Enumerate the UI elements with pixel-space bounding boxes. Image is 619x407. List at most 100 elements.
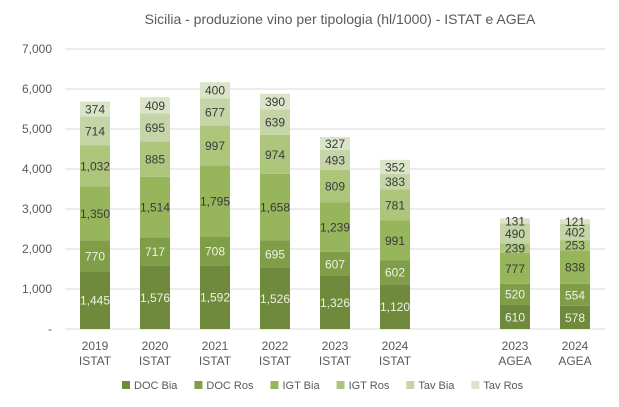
bar-segment [380, 284, 410, 329]
x-tick-label: 2021 [202, 339, 229, 353]
y-tick-label: 6,000 [22, 82, 52, 96]
data-label: 352 [385, 160, 405, 174]
y-tick-label: 2,000 [22, 242, 52, 256]
bar-segment [80, 145, 110, 187]
x-tick-sublabel: AGEA [498, 354, 531, 368]
data-label: 1,576 [140, 291, 170, 305]
bar-segment [260, 93, 290, 110]
bar-segment [140, 97, 170, 114]
bar-segment [560, 219, 590, 224]
bar-segment [80, 116, 110, 146]
bar-segment [320, 169, 350, 203]
data-label: 602 [385, 266, 405, 280]
data-label: 708 [205, 245, 225, 259]
x-tick-sublabel: ISTAT [379, 354, 412, 368]
bar-segment [560, 283, 590, 306]
legend-swatch [122, 381, 130, 389]
bar-segment [200, 82, 230, 99]
bar-segment [500, 223, 530, 244]
bar-segment [260, 109, 290, 135]
bar-segment [380, 260, 410, 285]
legend: DOC Bia DOC Ros IGT Bia IGT Ros Tav Bia Tav R… [122, 380, 524, 392]
bar-segment [320, 202, 350, 252]
data-label: 121 [565, 215, 585, 229]
data-label: 1,350 [80, 207, 110, 221]
data-label: 1,032 [80, 159, 110, 173]
x-tick-label: 2020 [142, 339, 169, 353]
data-label: 402 [565, 226, 585, 240]
data-label: 1,526 [260, 292, 290, 306]
bar-segment [80, 240, 110, 272]
data-label: 1,326 [320, 296, 350, 310]
bar-segment [200, 237, 230, 266]
data-label: 695 [145, 121, 165, 135]
legend-swatch [194, 381, 203, 389]
bar-segment [560, 250, 590, 284]
x-tick-sublabel: ISTAT [319, 354, 352, 368]
x-tick-label: 2022 [262, 339, 289, 353]
data-label: 885 [145, 153, 165, 167]
bar-segment [500, 218, 530, 224]
data-label: 578 [565, 311, 585, 325]
data-label: 131 [505, 214, 525, 228]
x-tick-label: 2024 [562, 339, 589, 353]
x-tick-label: 2023 [502, 339, 529, 353]
bar-segment [200, 125, 230, 166]
bar-segment [200, 165, 230, 237]
data-label: 974 [265, 148, 285, 162]
data-label: 695 [265, 248, 285, 262]
data-label: 809 [325, 179, 345, 193]
legend-swatch [336, 381, 345, 389]
data-label: 490 [505, 227, 525, 241]
data-label: 770 [85, 249, 105, 263]
bar-segment [380, 159, 410, 174]
bar-segment [380, 173, 410, 190]
data-label: 327 [325, 137, 345, 151]
data-label: 374 [85, 103, 105, 117]
x-tick-label: 2019 [82, 339, 109, 353]
data-label: 493 [325, 153, 345, 167]
legend-label: Tav Ros [483, 380, 523, 392]
bar-segment [320, 251, 350, 276]
data-label: 383 [385, 175, 405, 189]
legend-label: DOC Bia [134, 380, 178, 392]
x-tick-sublabel: ISTAT [199, 354, 232, 368]
legend-swatch [406, 381, 415, 389]
data-label: 991 [385, 234, 405, 248]
bar-segment [80, 271, 110, 329]
data-label: 717 [145, 245, 165, 259]
bar-segment [140, 113, 170, 142]
data-label: 554 [565, 288, 585, 302]
legend-swatch [471, 381, 480, 389]
data-label: 409 [145, 99, 165, 113]
legend-swatch [270, 381, 279, 389]
y-axis: - 1,000 2,000 3,000 4,000 5,000 6,000 7,000 [22, 42, 52, 336]
bar-segment [320, 136, 350, 151]
bar-segment [380, 189, 410, 221]
bars: 1,445 770 1,350 1,032 714 374 1,576 717 1,514 885… [80, 82, 590, 329]
bar-segment [560, 224, 590, 241]
bar-segment [320, 275, 350, 329]
data-label: 1,514 [140, 201, 170, 215]
data-label: 1,795 [200, 195, 230, 209]
y-tick-label: 4,000 [22, 162, 52, 176]
bar-segment [560, 305, 590, 329]
data-label: 253 [565, 239, 585, 253]
legend-label: IGT Ros [349, 380, 390, 392]
data-label: 777 [505, 262, 525, 276]
x-axis: 2019ISTAT2020ISTAT2021ISTAT2022ISTAT2023… [79, 339, 592, 368]
x-tick-label: 2023 [322, 339, 349, 353]
data-label: 610 [505, 310, 525, 324]
data-label: 1,239 [320, 220, 350, 234]
legend-label: DOC Ros [206, 380, 254, 392]
bar-segment [500, 243, 530, 253]
chart-title: Sicilia - produzione vino per tipologia … [145, 11, 536, 27]
data-label: 639 [265, 116, 285, 130]
y-tick-label: 7,000 [22, 42, 52, 56]
x-tick-sublabel: ISTAT [79, 354, 112, 368]
bar-segment [260, 240, 290, 268]
bar-segment [200, 98, 230, 126]
bar-segment [260, 134, 290, 174]
bar-segment [200, 265, 230, 329]
